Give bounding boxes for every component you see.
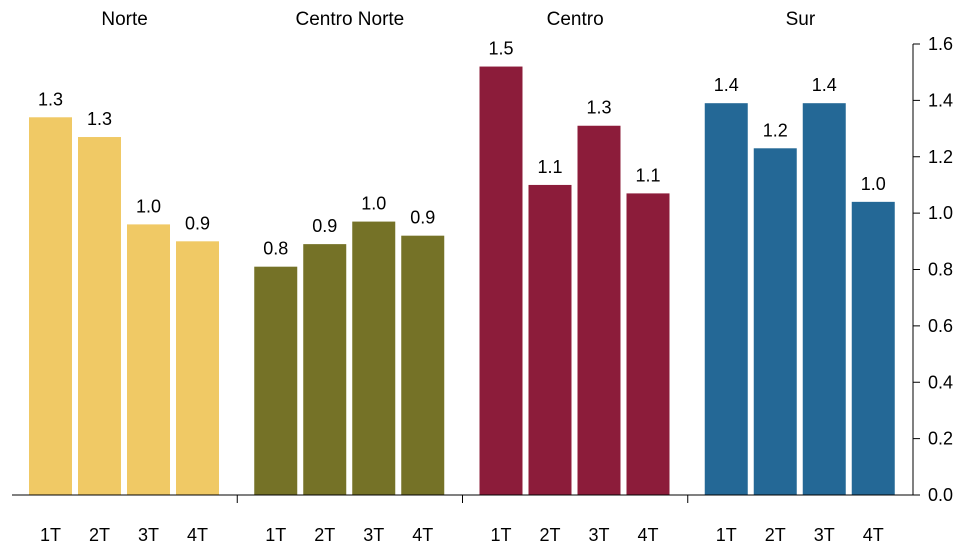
bar <box>176 241 219 495</box>
bar <box>401 235 445 496</box>
bar <box>704 103 748 495</box>
bar <box>303 244 347 495</box>
bar <box>577 125 621 496</box>
bar <box>753 148 797 495</box>
y-tick-label: 0.0 <box>928 485 953 505</box>
bar <box>802 103 846 495</box>
bar <box>127 224 170 495</box>
data-label: 1.4 <box>714 75 739 95</box>
data-label: 1.0 <box>136 196 161 216</box>
x-tick-label: 1T <box>716 525 737 545</box>
x-tick-label: 3T <box>363 525 384 545</box>
x-tick-label: 2T <box>314 525 335 545</box>
data-label: 1.1 <box>635 165 660 185</box>
group-title: Centro <box>547 9 604 30</box>
group-title: Centro Norte <box>295 9 404 30</box>
group-title: Sur <box>786 9 816 30</box>
data-label: 0.8 <box>263 239 288 259</box>
y-tick-label: 1.6 <box>928 34 953 54</box>
y-tick-label: 1.4 <box>928 90 953 110</box>
x-tick-label: 4T <box>637 525 658 545</box>
x-tick-label: 1T <box>490 525 511 545</box>
y-tick-label: 0.2 <box>928 429 953 449</box>
bar <box>352 221 396 496</box>
data-label: 0.9 <box>410 208 435 228</box>
x-tick-label: 3T <box>588 525 609 545</box>
group-title: Norte <box>101 9 147 30</box>
x-tick-label: 2T <box>89 525 110 545</box>
y-tick-label: 0.6 <box>928 316 953 336</box>
data-label: 1.1 <box>537 157 562 177</box>
bar <box>528 184 572 495</box>
data-label: 1.5 <box>488 39 513 59</box>
x-tick-label: 4T <box>412 525 433 545</box>
x-tick-label: 2T <box>539 525 560 545</box>
bar <box>479 66 523 496</box>
data-label: 1.0 <box>861 174 886 194</box>
data-label: 1.2 <box>763 120 788 140</box>
data-label: 1.3 <box>87 109 112 129</box>
bar <box>254 266 298 495</box>
y-tick-label: 1.2 <box>928 147 953 167</box>
y-tick-label: 0.8 <box>928 260 953 280</box>
y-axis: 0.0 0.2 0.4 0.6 0.8 1.0 1.2 1.4 1.6 <box>912 34 953 505</box>
bar <box>78 137 121 496</box>
x-tick-label: 1T <box>265 525 286 545</box>
x-tick-label: 1T <box>40 525 61 545</box>
bar <box>626 193 670 496</box>
data-label: 1.3 <box>38 89 63 109</box>
data-label: 0.9 <box>185 213 210 233</box>
x-tick-label: 3T <box>814 525 835 545</box>
x-tick-label: 3T <box>138 525 159 545</box>
data-label: 1.3 <box>586 98 611 118</box>
x-tick-label: 4T <box>187 525 208 545</box>
bar <box>29 117 72 495</box>
y-tick-label: 0.4 <box>928 372 953 392</box>
data-label: 1.0 <box>361 194 386 214</box>
data-label: 1.4 <box>812 75 837 95</box>
data-label: 0.9 <box>312 216 337 236</box>
x-axis: 1T 2T 3T 4T 1T 2T 3T 4T 1T 2T 3T 4T 1T 2T 3T 4T <box>12 494 913 545</box>
x-tick-label: 4T <box>863 525 884 545</box>
y-tick-label: 1.0 <box>928 203 953 223</box>
x-tick-label: 2T <box>765 525 786 545</box>
bar <box>851 201 895 495</box>
